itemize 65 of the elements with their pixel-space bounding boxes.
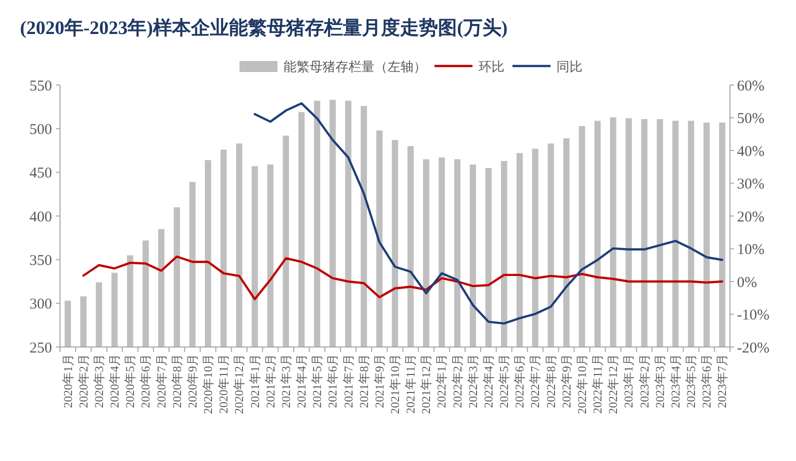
x-tick-label: 2023年2月: [637, 354, 652, 408]
y-tick-label: 350: [30, 252, 52, 269]
x-tick-label: 2022年4月: [481, 354, 496, 408]
x-tick-label: 2020年12月: [232, 354, 246, 414]
x-tick-label: 2022年11月: [590, 354, 605, 414]
x-tick-label: 2021年5月: [310, 354, 324, 408]
x-tick-label: 2020年5月: [123, 354, 138, 408]
y-tick-label: 450: [30, 166, 52, 182]
y2-tick-label: 20%: [737, 209, 764, 226]
y2-tick-label: 10%: [737, 242, 764, 258]
x-tick-label: 2022年2月: [450, 354, 464, 408]
y-tick-label: 550: [30, 78, 52, 94]
x-tick-label: 2020年10月: [201, 354, 216, 414]
x-tick-label: 2021年7月: [341, 354, 356, 408]
legend-label: 能繁母猪存栏量（左轴）: [284, 59, 426, 74]
x-tick-label: 2023年1月: [622, 354, 636, 408]
y2-tick-label: 60%: [737, 78, 764, 94]
x-tick-label: 2023年6月: [700, 354, 714, 408]
x-tick-label: 2023年7月: [715, 354, 730, 408]
x-tick-label: 2022年8月: [544, 354, 558, 408]
x-tick-label: 2020年2月: [76, 354, 90, 408]
y-tick-label: 500: [30, 122, 52, 138]
legend-label: 同比: [556, 59, 582, 74]
x-tick-label: 2021年3月: [278, 354, 293, 408]
x-tick-label: 2020年11月: [216, 354, 231, 414]
x-tick-label: 2022年1月: [434, 354, 449, 408]
x-tick-label: 2021年6月: [326, 354, 340, 408]
x-tick-label: 2020年6月: [138, 354, 153, 408]
y2-tick-label: 40%: [737, 144, 764, 160]
x-tick-label: 2021年4月: [294, 354, 309, 408]
x-tick-label: 2021年9月: [372, 354, 386, 408]
x-tick-label: 2021年2月: [263, 354, 278, 408]
x-tick-label: 2022年3月: [466, 354, 480, 408]
y-tick-label: 400: [30, 209, 52, 226]
y2-tick-label: -10%: [737, 308, 770, 324]
x-tick-label: 2021年11月: [404, 354, 418, 414]
x-tick-label: 2021年12月: [419, 354, 434, 414]
line-series: [82, 256, 724, 300]
x-tick-label: 2022年6月: [512, 354, 527, 408]
line-series: [254, 102, 724, 325]
x-tick-label: 2020年3月: [92, 354, 106, 408]
x-tick-label: 2022年5月: [497, 354, 512, 408]
x-tick-label: 2020年9月: [185, 354, 200, 408]
x-tick-label: 2022年12月: [606, 354, 620, 414]
x-tick-label: 2020年4月: [108, 354, 122, 408]
y-tick-label: 300: [30, 296, 52, 313]
x-tick-label: 2023年4月: [668, 354, 682, 408]
x-tick-label: 2022年9月: [559, 354, 574, 408]
y-tick-label: 250: [30, 340, 52, 356]
x-tick-label: 2022年10月: [574, 354, 589, 414]
x-tick-label: 2021年8月: [356, 354, 371, 408]
x-tick-label: 2022年7月: [528, 354, 542, 408]
y2-tick-label: 30%: [737, 176, 764, 192]
x-tick-label: 2020年1月: [60, 354, 75, 408]
y2-tick-label: 0%: [737, 274, 757, 291]
x-tick-label: 2020年8月: [170, 354, 184, 408]
x-tick-label: 2023年5月: [684, 354, 698, 408]
y2-tick-label: -20%: [737, 340, 770, 356]
x-tick-label: 2020年7月: [154, 354, 168, 408]
legend-label: 环比: [478, 59, 504, 74]
x-tick-label: 2023年3月: [652, 354, 667, 408]
x-tick-label: 2021年1月: [248, 354, 262, 408]
y2-tick-label: 50%: [737, 111, 764, 127]
chart-title: (2020年-2023年)样本企业能繁母猪存栏量月度走势图(万头): [20, 17, 508, 39]
x-tick-label: 2021年10月: [388, 354, 402, 414]
